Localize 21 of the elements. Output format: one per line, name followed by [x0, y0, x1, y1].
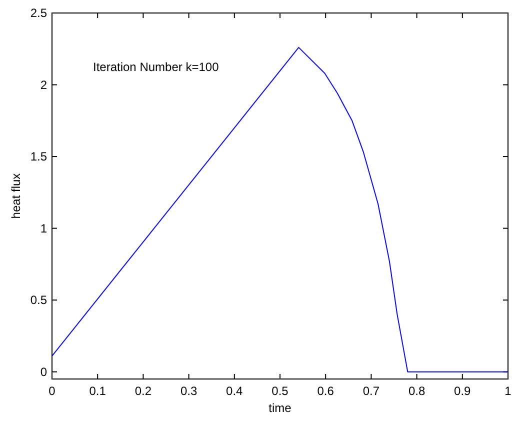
y-tick-label: 1 — [40, 221, 48, 236]
x-tick-label: 0.9 — [454, 384, 472, 398]
x-tick-label: 0.5 — [272, 384, 289, 398]
y-axis-title: heat flux — [9, 173, 23, 219]
y-tick-label: 0 — [40, 364, 48, 379]
x-tick-label: 0.6 — [317, 384, 334, 398]
x-tick-label: 0.4 — [226, 384, 244, 398]
y-tick-label: 1.5 — [30, 150, 48, 164]
x-tick-label: 0.8 — [408, 384, 426, 398]
x-tick-label: 1 — [504, 384, 512, 398]
x-tick-label: 0.7 — [362, 384, 380, 398]
x-tick-label: 0.3 — [180, 384, 198, 398]
annotation: Iteration Number k=100 — [93, 60, 220, 74]
y-tick-label: 2.5 — [30, 6, 48, 20]
y-tick-label: 0.5 — [30, 293, 48, 308]
x-axis-title: time — [268, 401, 292, 415]
x-tick-label: 0 — [48, 384, 56, 398]
y-tick-label: 2 — [40, 78, 48, 92]
x-tick-label: 0.2 — [134, 384, 152, 398]
x-tick-label: 0.1 — [89, 384, 106, 398]
line-series — [52, 46, 508, 372]
